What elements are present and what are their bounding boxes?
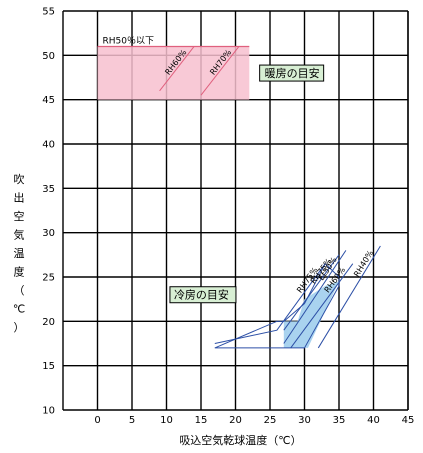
cooling-rh-line <box>283 254 340 331</box>
x-tick-label: 15 <box>195 415 208 426</box>
x-tick-label: 0 <box>94 415 100 426</box>
heating-rh-line <box>200 46 240 96</box>
y-axis-title-char: 度 <box>14 265 25 279</box>
y-tick-label: 15 <box>42 361 55 372</box>
cooling-label-bg <box>169 286 237 304</box>
y-axis-title-char: （ <box>14 284 25 297</box>
y-tick-label: 50 <box>42 51 55 62</box>
y-axis-title: 吹出空気温度 （ ℃ ） <box>13 173 25 334</box>
x-tick-label: 5 <box>129 415 135 426</box>
y-axis-title-char: 出 <box>14 191 25 205</box>
cooling-area <box>283 281 339 348</box>
y-axis-title-char: 吹 <box>14 173 25 186</box>
x-tick-label: 25 <box>264 415 277 426</box>
y-tick-label: 25 <box>42 273 55 284</box>
y-axis-title-char: ） <box>14 321 25 334</box>
x-tick-label: 10 <box>160 415 173 426</box>
heating-rh-line <box>159 46 195 92</box>
y-tick-label: 55 <box>42 7 55 18</box>
y-tick-label: 40 <box>42 140 55 151</box>
x-tick-label: 40 <box>367 415 380 426</box>
y-tick-label: 30 <box>42 228 55 239</box>
cooling-label-box: 冷房の目安 <box>169 286 237 304</box>
cooling-rh-line <box>283 250 347 344</box>
y-axis-title-char: 空 <box>14 209 25 223</box>
heating-label-box: 暖房の目安 <box>259 64 325 82</box>
x-tick-label: 45 <box>402 415 415 426</box>
y-axis-title-char: 気 <box>14 228 25 242</box>
y-tick-label: 45 <box>42 95 55 106</box>
y-axis-title-char: ℃ <box>13 303 25 316</box>
y-tick-label: 35 <box>42 184 55 195</box>
y-axis-title-char: 温 <box>14 247 25 260</box>
y-tick-label: 20 <box>42 317 55 328</box>
axes: 0 5 10 15 20 25 30 35 40 45 10 15 20 25 30 35 40 45 50 55 <box>42 7 414 427</box>
x-tick-label: 35 <box>333 415 346 426</box>
x-tick-label: 30 <box>298 415 311 426</box>
heating-label-bg <box>259 64 325 82</box>
cooling-label: 冷房の目安 <box>174 288 229 302</box>
y-tick-label: 10 <box>42 406 55 417</box>
cooling-rh-line <box>290 263 354 349</box>
heating-note-label: RH50％以下 <box>103 35 154 46</box>
cooling-rh-line <box>317 245 381 349</box>
heating-label: 暖房の目安 <box>265 66 320 80</box>
x-axis-title: 吸込空気乾球温度（℃） <box>179 433 301 447</box>
x-tick-label: 20 <box>229 415 242 426</box>
cooling-rh-line <box>214 263 326 344</box>
